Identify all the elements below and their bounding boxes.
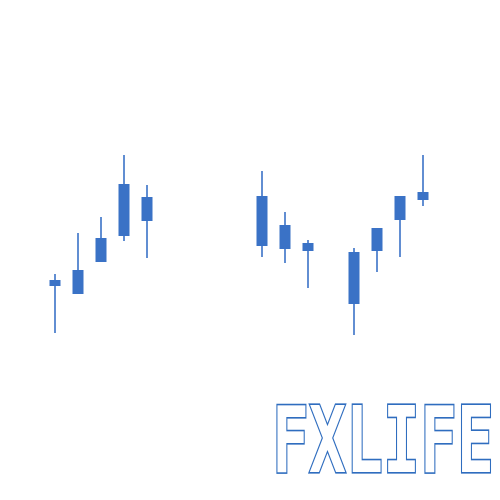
- candle-body: [417, 192, 429, 200]
- candlestick: [118, 155, 130, 241]
- candle-body: [256, 196, 268, 246]
- candle-body: [371, 228, 383, 251]
- candlestick: [49, 274, 61, 333]
- candle-body: [348, 252, 360, 304]
- candle-body: [279, 225, 291, 249]
- candlestick: [256, 171, 268, 257]
- candlestick: [72, 233, 84, 294]
- candle-body: [302, 243, 314, 251]
- wordmark: FXLIFE: [272, 392, 496, 476]
- candlestick: [371, 228, 383, 272]
- candle-body: [49, 280, 61, 286]
- candle-body: [95, 238, 107, 262]
- candlestick: [141, 185, 153, 258]
- wordmark-text: FXLIFE: [272, 392, 494, 476]
- candle-body: [72, 270, 84, 294]
- candle-body: [118, 184, 130, 236]
- candlestick: [302, 240, 314, 288]
- candle-body: [394, 196, 406, 220]
- candlestick: [417, 155, 429, 206]
- candle-body: [141, 197, 153, 221]
- candlestick: [279, 212, 291, 263]
- candlestick: [95, 217, 107, 262]
- candlestick: [348, 248, 360, 335]
- candlestick: [394, 196, 406, 257]
